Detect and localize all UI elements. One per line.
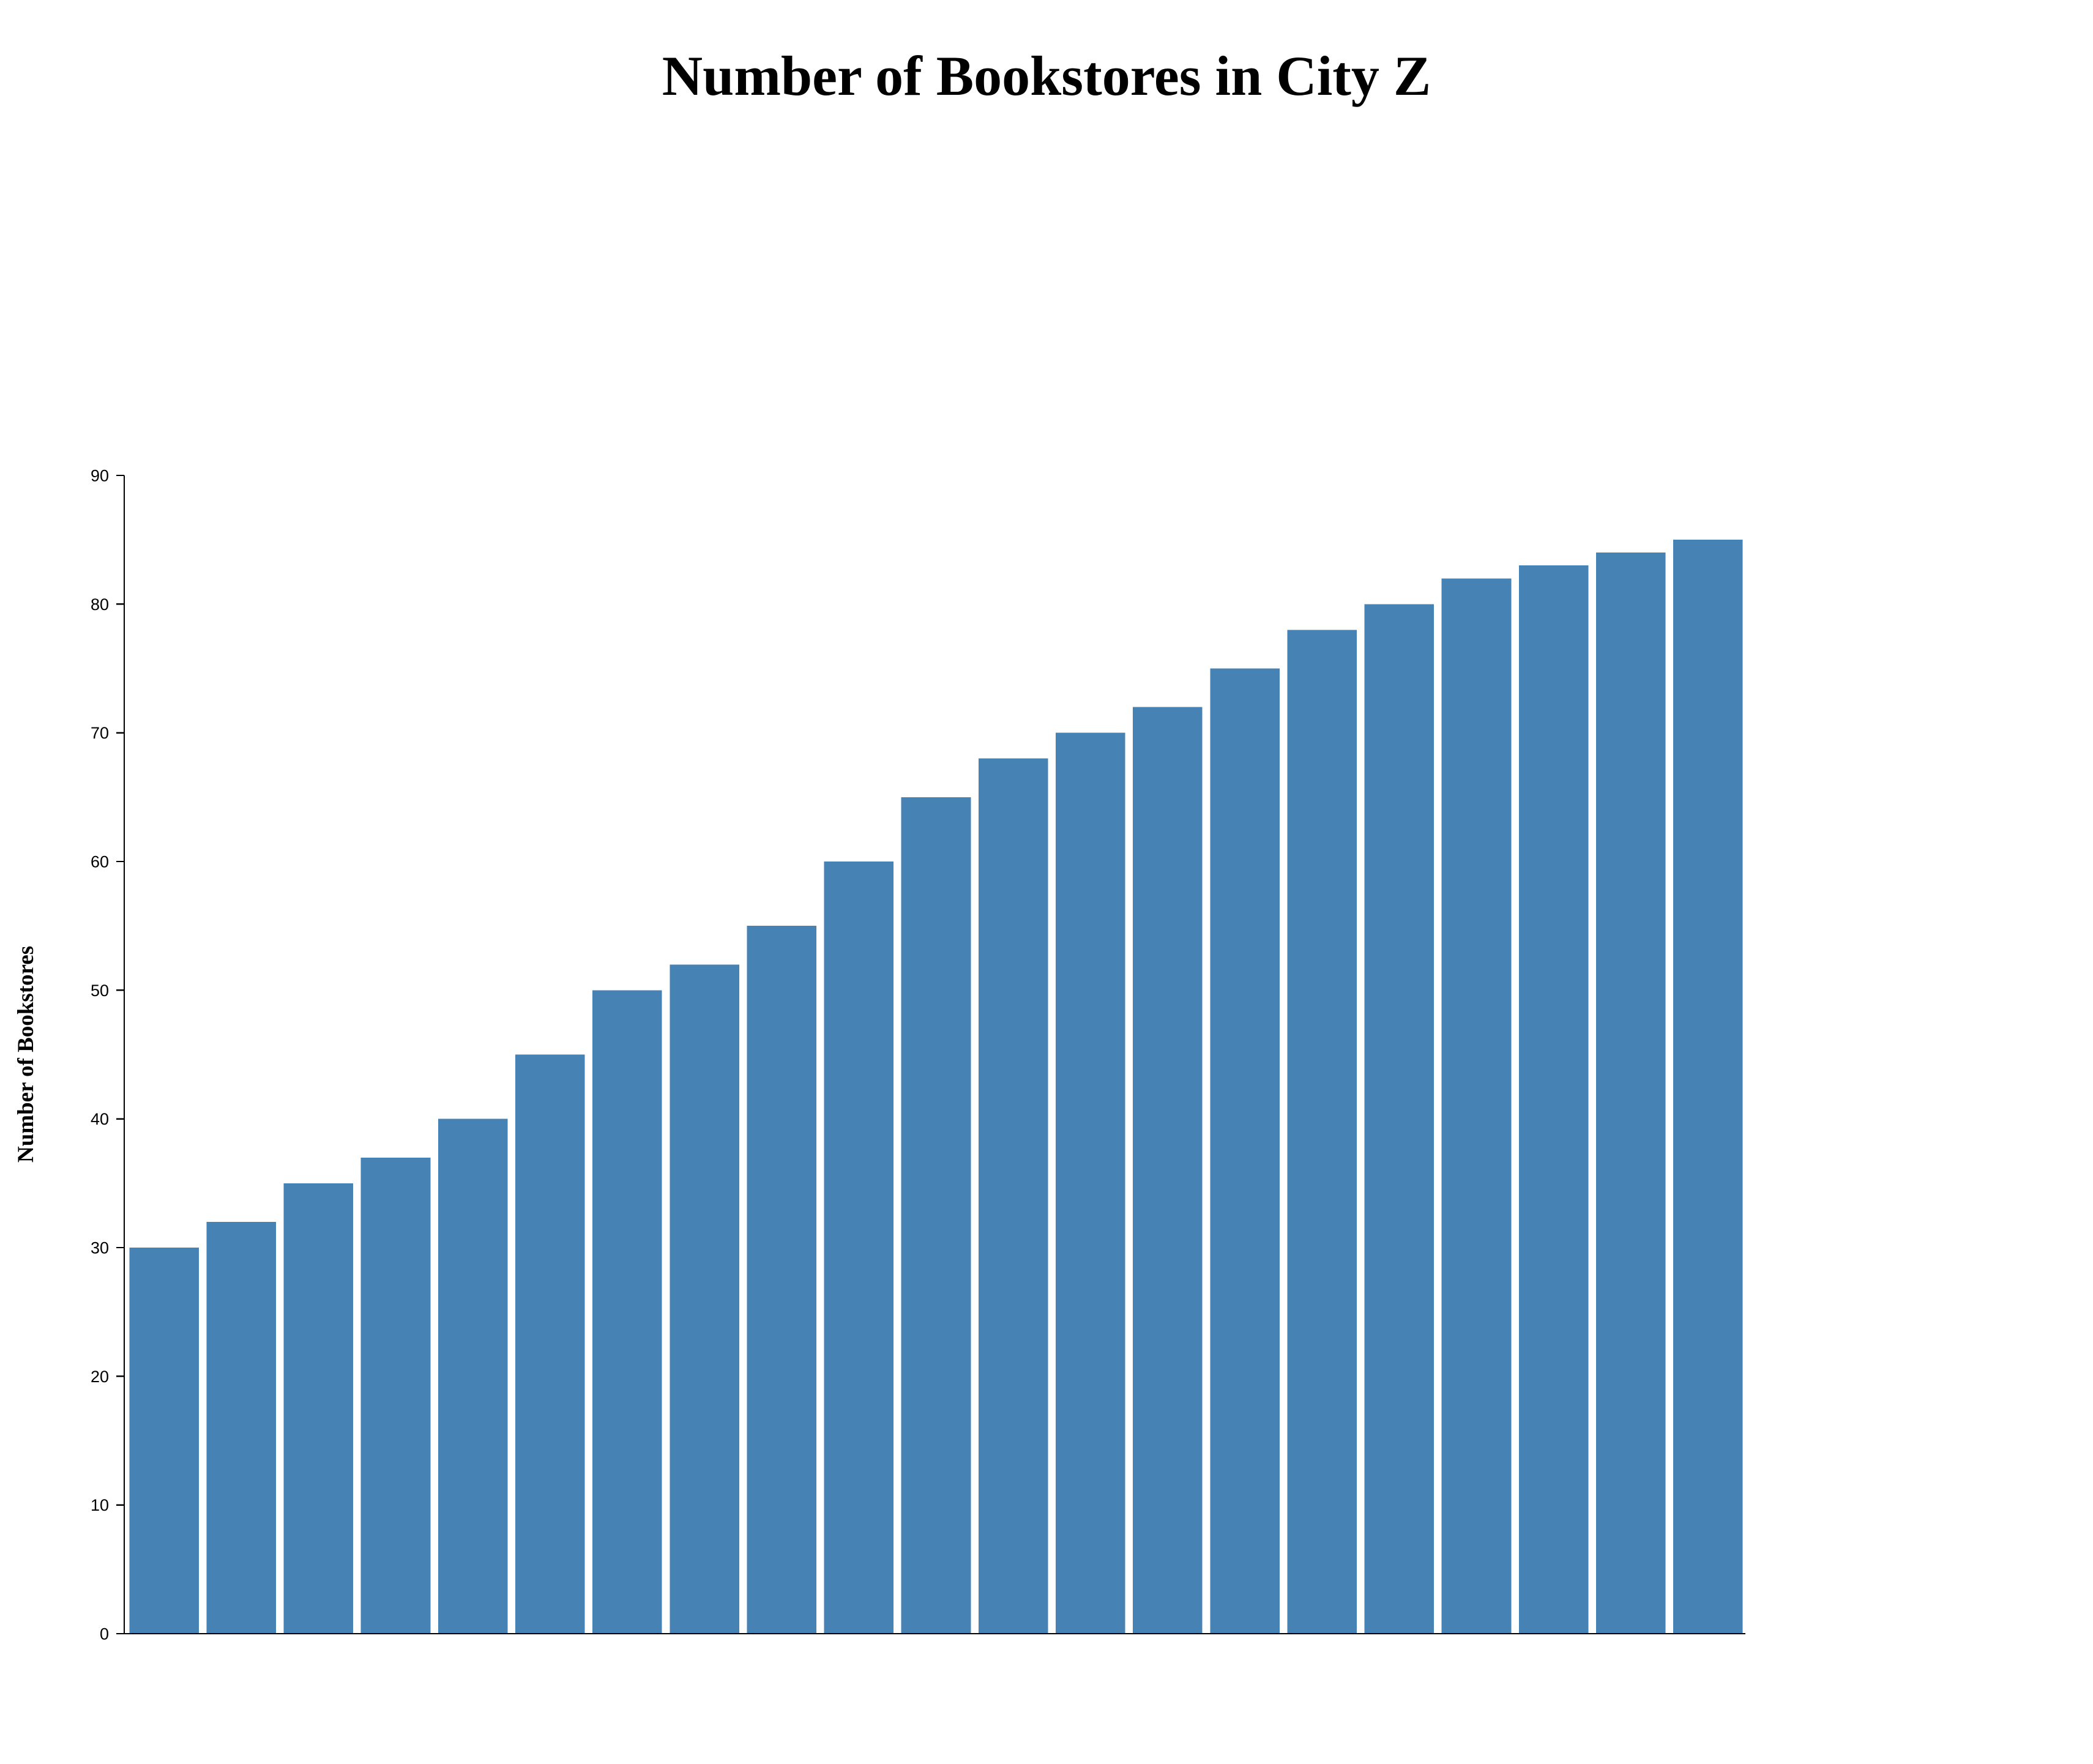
bar	[1287, 630, 1357, 1634]
chart-title: Number of Bookstores in City Z	[662, 45, 1431, 107]
bar	[747, 926, 816, 1634]
bar	[438, 1118, 508, 1634]
bar	[1133, 707, 1203, 1634]
bar	[1210, 668, 1280, 1634]
y-tick-label: 0	[100, 1624, 109, 1643]
bar	[824, 862, 894, 1634]
y-tick-label: 50	[91, 981, 109, 1000]
y-tick-label: 90	[91, 466, 109, 485]
bar	[283, 1183, 354, 1634]
bar	[360, 1157, 431, 1634]
y-tick-label: 40	[91, 1110, 109, 1128]
y-tick-label: 10	[91, 1496, 109, 1514]
y-tick-label: 80	[91, 595, 109, 614]
bar	[1441, 578, 1512, 1634]
y-tick-label: 70	[91, 724, 109, 742]
bar	[515, 1054, 585, 1634]
y-tick-label: 20	[91, 1368, 109, 1386]
bar	[1056, 732, 1125, 1634]
bar	[670, 964, 739, 1634]
bar	[592, 990, 662, 1634]
y-tick-label: 30	[91, 1238, 109, 1257]
bar	[206, 1221, 276, 1634]
bars-group	[129, 540, 1743, 1634]
y-tick-label: 60	[91, 852, 109, 871]
bar	[901, 797, 971, 1634]
bar	[1518, 565, 1589, 1634]
bar	[129, 1248, 199, 1634]
bar	[1596, 553, 1666, 1634]
bar	[1673, 540, 1743, 1634]
bar	[1364, 604, 1435, 1634]
y-axis-label: Number of Bookstores	[13, 946, 39, 1163]
y-axis-ticks: 0 10 20 30 40 50 60 70 80 90	[91, 466, 124, 1643]
bar	[978, 758, 1048, 1634]
